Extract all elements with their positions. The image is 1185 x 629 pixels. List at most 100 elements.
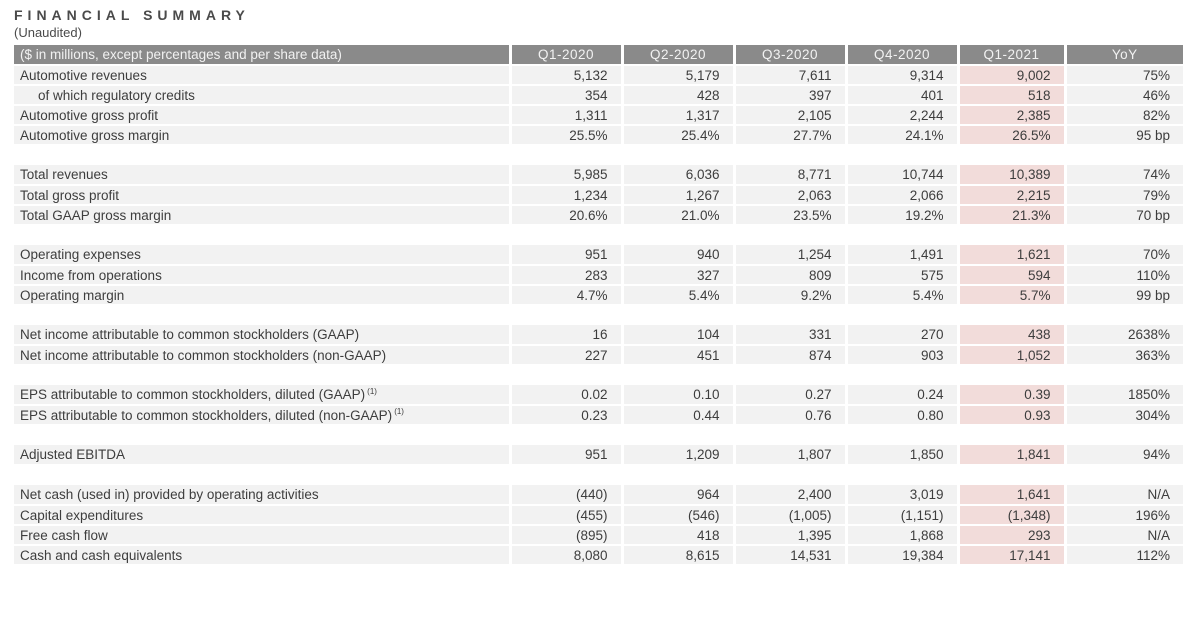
cell-value-highlighted: 1,052 [958,345,1067,366]
table-row: EPS attributable to common stockholders,… [14,405,1183,426]
row-label: EPS attributable to common stockholders,… [14,405,512,426]
cell-value-highlighted: 5.7% [958,285,1067,306]
cell-value: 1,317 [622,105,736,126]
column-header-yoy: YoY [1065,45,1183,66]
row-label: Free cash flow [14,525,512,546]
table-row: Cash and cash equivalents 8,080 8,615 14,53… [14,545,1183,566]
table-header-row: ($ in millions, except percentages and p… [14,45,1183,66]
cell-value: 8,615 [622,545,736,566]
table-row: Total GAAP gross margin 20.6% 21.0% 23.5% 19… [14,205,1183,226]
cell-value-highlighted: 17,141 [958,545,1067,566]
cell-value: 363% [1065,345,1183,366]
row-label: Automotive gross margin [14,125,512,146]
cell-value: 0.24 [846,385,960,406]
cell-value: 19.2% [846,205,960,226]
cell-value-highlighted: 293 [958,525,1067,546]
table-row: Income from operations 283 327 809 575 594 110… [14,265,1183,286]
cell-value: 964 [622,485,736,506]
cell-value: 75% [1065,65,1183,86]
table-row: Adjusted EBITDA 951 1,209 1,807 1,850 1,841 94… [14,445,1183,466]
cell-value-highlighted: 1,621 [958,245,1067,266]
cell-value: 9,314 [846,65,960,86]
financial-summary-page: FINANCIAL SUMMARY (Unaudited) ($ in mill… [14,7,1183,566]
cell-value: 70 bp [1065,205,1183,226]
table-row: of which regulatory credits 354 428 397 401 5… [14,85,1183,106]
cell-value: 5,985 [510,165,624,186]
table-row: Automotive gross margin 25.5% 25.4% 27.7% 24… [14,125,1183,146]
cell-value: 112% [1065,545,1183,566]
cell-value: 2638% [1065,325,1183,346]
cell-value: 14,531 [734,545,848,566]
cell-value: 110% [1065,265,1183,286]
cell-value: (1,005) [734,505,848,526]
cell-value-highlighted: 26.5% [958,125,1067,146]
section-gap-row [14,225,1183,245]
cell-value: 1,209 [622,445,736,466]
cell-value: 874 [734,345,848,366]
table-row: Total gross profit 1,234 1,267 2,063 2,066 2,… [14,185,1183,206]
cell-value: 19,384 [846,545,960,566]
cell-value: 46% [1065,85,1183,106]
cell-value-highlighted: 2,215 [958,185,1067,206]
financial-table-body: Automotive revenues 5,132 5,179 7,611 9,314 9… [14,65,1183,566]
cell-value: 1,234 [510,185,624,206]
gap-cell [14,425,1183,445]
cell-value: 0.27 [734,385,848,406]
cell-value: (440) [510,485,624,506]
table-row: Operating expenses 951 940 1,254 1,491 1,621 7… [14,245,1183,266]
cell-value: 1,395 [734,525,848,546]
cell-value: 94% [1065,445,1183,466]
table-row: Net income attributable to common stockh… [14,345,1183,366]
row-label: Capital expenditures [14,505,512,526]
cell-value: 227 [510,345,624,366]
cell-value-highlighted: 438 [958,325,1067,346]
cell-value: 4.7% [510,285,624,306]
row-label: Income from operations [14,265,512,286]
cell-value: 283 [510,265,624,286]
row-label: Cash and cash equivalents [14,545,512,566]
cell-value: 82% [1065,105,1183,126]
cell-value: 1,807 [734,445,848,466]
row-label: Net cash (used in) provided by operating… [14,485,512,506]
table-row: Net cash (used in) provided by operating… [14,485,1183,506]
row-label: Total gross profit [14,185,512,206]
cell-value: 0.76 [734,405,848,426]
cell-value: 1850% [1065,385,1183,406]
cell-value: 809 [734,265,848,286]
cell-value: 5.4% [622,285,736,306]
cell-value: N/A [1065,525,1183,546]
cell-value: 951 [510,245,624,266]
row-label: Operating expenses [14,245,512,266]
cell-value: 27.7% [734,125,848,146]
cell-value: 25.5% [510,125,624,146]
cell-value: 401 [846,85,960,106]
table-row: EPS attributable to common stockholders,… [14,385,1183,406]
cell-value: 24.1% [846,125,960,146]
cell-value: 8,080 [510,545,624,566]
footnote-marker: (1) [367,386,377,396]
table-row: Total revenues 5,985 6,036 8,771 10,744 10,38… [14,165,1183,186]
cell-value: 270 [846,325,960,346]
cell-value: 8,771 [734,165,848,186]
row-label: Automotive gross profit [14,105,512,126]
cell-value: 16 [510,325,624,346]
cell-value: 2,066 [846,185,960,206]
cell-value: (546) [622,505,736,526]
column-header-q4-2020: Q4-2020 [846,45,960,66]
cell-value: 951 [510,445,624,466]
cell-value: 331 [734,325,848,346]
cell-value: 95 bp [1065,125,1183,146]
section-gap-row [14,465,1183,485]
cell-value-highlighted: 21.3% [958,205,1067,226]
cell-value: 5,179 [622,65,736,86]
cell-value: 104 [622,325,736,346]
cell-value: 1,868 [846,525,960,546]
cell-value-highlighted: 9,002 [958,65,1067,86]
cell-value: (455) [510,505,624,526]
cell-value: 20.6% [510,205,624,226]
section-gap-row [14,305,1183,325]
cell-value: N/A [1065,485,1183,506]
column-header-q3-2020: Q3-2020 [734,45,848,66]
cell-value: 0.02 [510,385,624,406]
cell-value: 903 [846,345,960,366]
